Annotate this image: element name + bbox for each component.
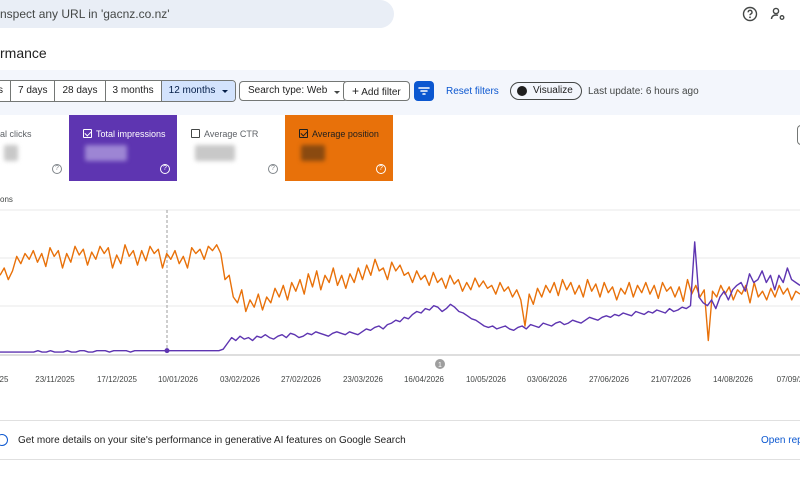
search-type-dropdown[interactable]: Search type: Web: [239, 81, 349, 101]
x-tick-label: 10/05/2026: [466, 375, 507, 384]
x-axis-ticks: 1 25 23/11/2025 17/12/2025 10/01/2026 03/02/2…: [0, 359, 800, 384]
chevron-down-icon: [222, 90, 229, 93]
range-btn-12-months-label: 12 months: [168, 85, 216, 96]
help-icon[interactable]: [742, 6, 758, 22]
filter-settings-button[interactable]: [414, 81, 434, 101]
card-label: al clicks: [0, 129, 32, 139]
card-average-position[interactable]: Average position ?: [285, 115, 393, 181]
checkbox-checked-icon: [299, 129, 308, 138]
add-filter-button[interactable]: + Add filter: [343, 81, 410, 101]
open-report-link[interactable]: Open repo: [761, 435, 800, 446]
blurred-value: [85, 145, 127, 161]
range-btn-partial[interactable]: s: [0, 81, 11, 101]
filter-lines-icon: [418, 87, 430, 95]
card-overflow-button[interactable]: [797, 125, 800, 145]
visualize-label: Visualize: [533, 85, 573, 96]
plus-icon: +: [352, 84, 360, 98]
url-inspect-search[interactable]: nspect any URL in 'gacnz.co.nz': [0, 0, 394, 28]
manage-account-icon[interactable]: [770, 6, 786, 22]
reset-filters-link[interactable]: Reset filters: [446, 86, 499, 97]
x-tick-label: 25: [0, 375, 9, 384]
x-tick-label: 17/12/2025: [97, 375, 138, 384]
banner-text: Get more details on your site's performa…: [18, 435, 406, 446]
metric-cards: al clicks ? Total impressions ? Average …: [0, 115, 800, 181]
blurred-value: [195, 145, 235, 161]
card-label: Total impressions: [96, 129, 166, 139]
x-tick-label: 27/02/2026: [281, 375, 322, 384]
x-tick-label: 03/02/2026: [220, 375, 261, 384]
y-axis-label: ons: [0, 195, 13, 204]
blurred-value: [4, 145, 18, 161]
x-tick-label: 03/06/2026: [527, 375, 568, 384]
info-icon: [0, 434, 8, 446]
series-line-average-position: [0, 244, 800, 342]
search-type-label: Search type: Web: [248, 85, 328, 96]
page-title: rmance: [0, 45, 47, 61]
card-average-ctr[interactable]: Average CTR ?: [177, 115, 285, 181]
range-btn-7-days[interactable]: 7 days: [11, 81, 56, 101]
add-filter-label: Add filter: [361, 87, 401, 98]
blurred-value: [301, 145, 325, 161]
card-total-impressions[interactable]: Total impressions ?: [69, 115, 177, 181]
annotation-marker-label: 1: [438, 362, 442, 369]
top-bar: nspect any URL in 'gacnz.co.nz': [0, 0, 800, 32]
card-total-clicks[interactable]: al clicks ?: [0, 115, 68, 181]
range-btn-3-months[interactable]: 3 months: [106, 81, 162, 101]
annotation-point: [164, 348, 170, 354]
visualize-button[interactable]: Visualize: [510, 82, 582, 100]
x-tick-label: 16/04/2026: [404, 375, 445, 384]
x-tick-label: 10/01/2026: [158, 375, 199, 384]
help-icon: ?: [160, 164, 170, 174]
filter-bar: s 7 days 28 days 3 months 12 months: [0, 70, 800, 115]
performance-chart: ons 1 25 23/11/2025 17/12/2025 10/01/2026 03/…: [0, 195, 800, 384]
card-label: Average position: [312, 129, 379, 139]
visualize-icon: [517, 86, 527, 96]
x-tick-label: 21/07/2026: [651, 375, 692, 384]
chevron-down-icon: [334, 91, 341, 94]
x-tick-label: 23/03/2026: [343, 375, 384, 384]
x-tick-label: 23/11/2025: [35, 375, 75, 384]
chart-series: [0, 241, 800, 354]
url-inspect-placeholder: nspect any URL in 'gacnz.co.nz': [0, 7, 170, 21]
last-update-text: Last update: 6 hours ago: [588, 86, 699, 97]
ai-features-banner: Get more details on your site's performa…: [0, 420, 800, 460]
range-btn-28-days[interactable]: 28 days: [55, 81, 106, 101]
x-tick-label: 14/08/2026: [713, 375, 754, 384]
series-line-total-impressions: [0, 241, 800, 353]
checkbox-checked-icon: [83, 129, 92, 138]
help-icon: ?: [268, 164, 278, 174]
date-range-group: s 7 days 28 days 3 months 12 months: [0, 80, 237, 102]
range-btn-12-months[interactable]: 12 months: [161, 81, 236, 101]
card-label: Average CTR: [204, 129, 259, 139]
checkbox-icon: [191, 129, 200, 138]
chart-gridlines: [0, 209, 800, 356]
help-icon: ?: [52, 164, 62, 174]
x-tick-label: 07/09/2: [777, 375, 800, 384]
x-tick-label: 27/06/2026: [589, 375, 630, 384]
annotation-marker: [435, 359, 445, 369]
help-icon: ?: [376, 164, 386, 174]
